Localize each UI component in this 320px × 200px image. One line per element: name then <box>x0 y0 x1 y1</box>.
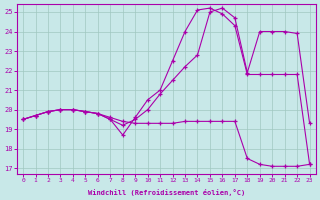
X-axis label: Windchill (Refroidissement éolien,°C): Windchill (Refroidissement éolien,°C) <box>88 189 245 196</box>
